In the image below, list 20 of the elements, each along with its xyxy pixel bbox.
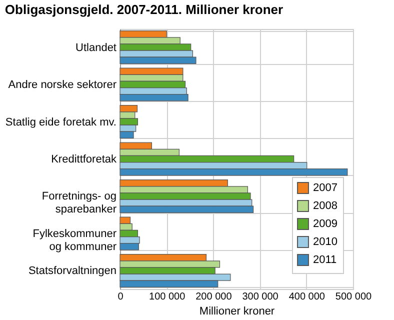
y-tick-label: Kredittforetak: [51, 154, 117, 166]
x-tick-label: 300 000: [242, 292, 279, 302]
legend-label: 2008: [313, 200, 338, 212]
y-tick-label: Statsforvaltningen: [28, 265, 116, 278]
y-tick-label: Andre norske sektorer: [8, 79, 117, 91]
x-tick-label: 200 000: [196, 292, 232, 302]
x-axis-title: Millioner kroner: [199, 306, 275, 318]
x-tick-label: 500 000: [335, 292, 372, 302]
legend-label: 2009: [313, 218, 338, 230]
y-tick-label: Statlig eide foretak mv.: [5, 116, 116, 128]
y-tick-label: Forretnings- og sparebanker: [42, 190, 117, 216]
legend-label: 2007: [313, 182, 338, 194]
x-tick-label: 100 000: [149, 292, 186, 302]
legend-label: 2010: [313, 236, 338, 248]
y-tick-label: Utlandet: [76, 42, 116, 54]
y-tick-label: Fylkeskommuner og kommuner: [32, 228, 117, 253]
x-tick-label: 400 000: [288, 292, 326, 302]
x-tick-label: 0: [118, 292, 124, 302]
legend-label: 2011: [313, 254, 337, 266]
chart-title: Obligasjonsgjeld. 2007-2011. Millioner kroner: [4, 2, 284, 17]
